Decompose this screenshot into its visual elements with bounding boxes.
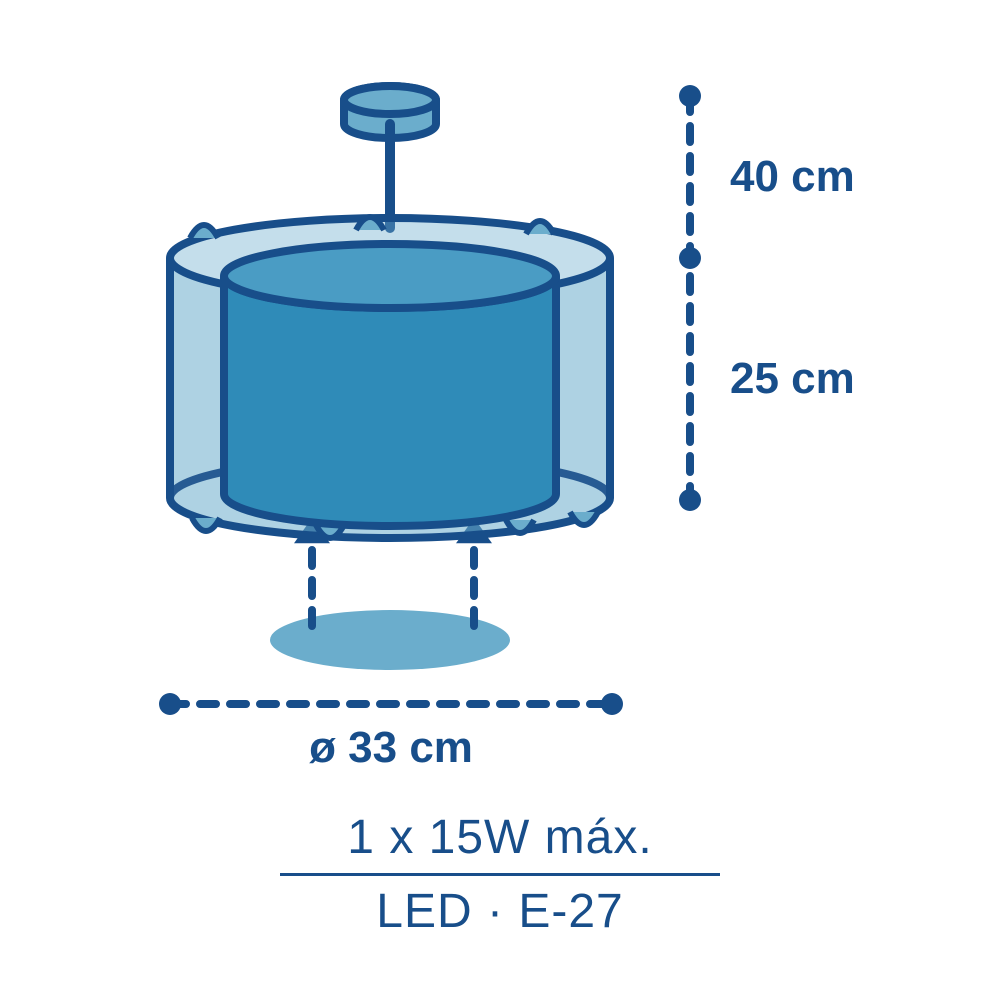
outer-shade-ear: [190, 225, 218, 238]
dimension-dot: [679, 85, 701, 107]
dimension-dot: [679, 489, 701, 511]
spec-line-2: LED · E-27: [0, 884, 1000, 939]
inner-shade-top: [224, 244, 556, 308]
outer-shade-foot: [506, 520, 534, 533]
dimension-dot: [679, 247, 701, 269]
outer-shade-ear: [526, 221, 554, 234]
dimension-dot: [159, 693, 181, 715]
outer-shade-foot: [570, 512, 598, 525]
spec-line-1: 1 x 15W máx.: [0, 810, 1000, 865]
spec-box: 1 x 15W máx. LED · E-27: [0, 810, 1000, 939]
dimension-label: 40 cm: [730, 152, 855, 201]
spec-divider: [280, 873, 720, 876]
dimension-label: 25 cm: [730, 354, 855, 403]
canopy-top: [344, 86, 436, 114]
inner-shade-body: [224, 276, 556, 526]
dimension-dot: [601, 693, 623, 715]
outer-shade-foot: [192, 518, 220, 531]
dimension-label: ø 33 cm: [309, 723, 473, 772]
outer-shade-ear: [356, 217, 384, 230]
